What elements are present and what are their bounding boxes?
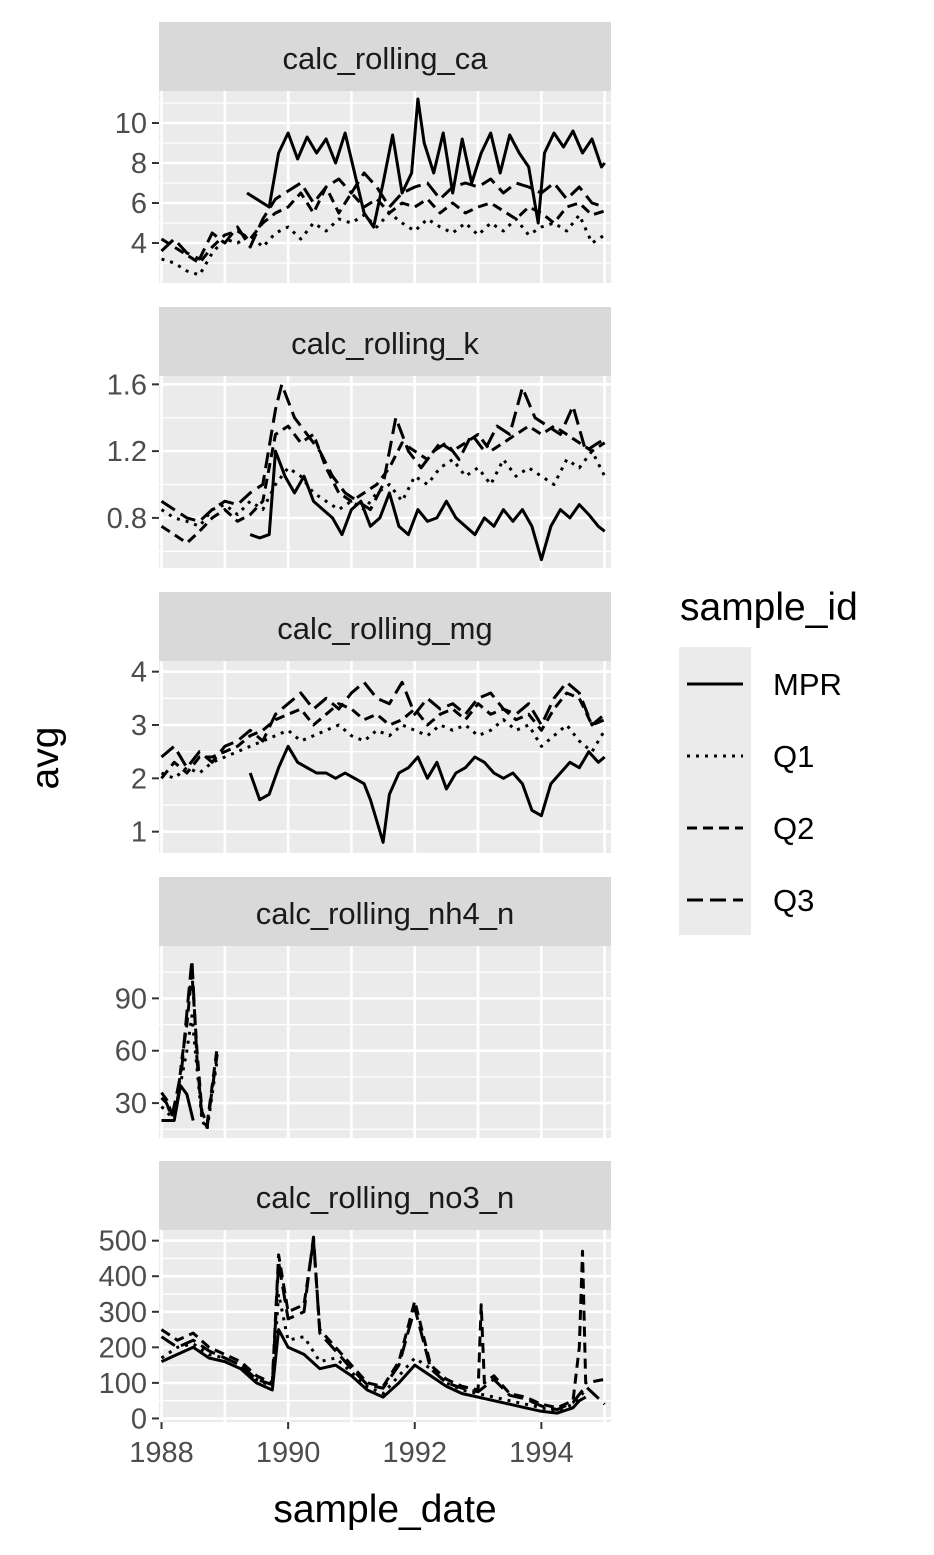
y-tick-label: 1.2: [107, 436, 147, 468]
facet-strip: [159, 592, 611, 661]
y-tick-label: 30: [115, 1088, 147, 1120]
y-tick-label: 4: [131, 657, 147, 689]
facet-strip-label: calc_rolling_k: [291, 326, 479, 361]
y-tick-label: 6: [131, 188, 147, 220]
panel-background: [159, 1230, 611, 1422]
series-line-Q3: [160, 171, 606, 261]
series-line-Q1: [160, 718, 606, 780]
y-tick-label: 8: [131, 148, 147, 180]
series-line-Q3: [160, 958, 219, 1129]
y-axis-title: avg: [24, 727, 67, 790]
legend-title: sample_id: [680, 586, 858, 629]
x-tick-label: 1990: [256, 1437, 321, 1469]
series-line-MPR: [248, 744, 606, 844]
series-line-MPR: [160, 1328, 587, 1415]
y-tick-label: 300: [99, 1297, 147, 1329]
y-tick-label: 2: [131, 763, 147, 795]
x-axis-title: sample_date: [273, 1488, 496, 1531]
facet-panels: calc_rolling_ca46810calc_rolling_k0.81.2…: [99, 22, 611, 1435]
y-tick-label: 1: [131, 817, 147, 849]
y-tick-label: 0.8: [107, 503, 147, 535]
x-axis: 1988 1990 1992 1994: [129, 1422, 574, 1469]
series-line-Q3: [160, 1235, 606, 1412]
facet-strip-label: calc_rolling_ca: [282, 41, 488, 76]
legend-label-Q2: Q2: [773, 811, 814, 846]
y-tick-label: 100: [99, 1368, 147, 1400]
panel-background: [159, 91, 611, 283]
facet-strip-label: calc_rolling_nh4_n: [256, 896, 515, 931]
y-tick-label: 200: [99, 1332, 147, 1364]
y-tick-label: 90: [115, 983, 147, 1015]
facet-panel-calc_rolling_mg: calc_rolling_mg 1 2 3 4: [131, 592, 611, 853]
series-line-Q3: [160, 382, 606, 523]
series-line-Q2: [160, 185, 606, 265]
y-tick-label: 4: [131, 228, 147, 260]
series-line-Q2: [160, 691, 606, 780]
facet-strip-label: calc_rolling_mg: [277, 611, 492, 646]
series-line-Q1: [160, 449, 607, 528]
series-line-Q1: [160, 1014, 219, 1131]
series-line-MPR: [246, 97, 606, 229]
y-tick-label: 400: [99, 1261, 147, 1293]
legend-label-Q3: Q3: [773, 883, 814, 918]
facet-strip-label: calc_rolling_no3_n: [256, 1180, 515, 1215]
x-tick-label: 1988: [129, 1437, 194, 1469]
legend-key-background: [679, 647, 751, 935]
y-tick-label: 1.6: [107, 369, 147, 401]
series-line-Q3: [160, 680, 606, 770]
x-tick-label: 1994: [509, 1437, 574, 1469]
legend: sample_id MPR Q1 Q2 Q3: [679, 586, 858, 935]
facet-strip: [159, 22, 611, 91]
facet-strip: [159, 307, 611, 376]
series-line-Q2: [160, 424, 606, 545]
facet-strip: [159, 1161, 611, 1230]
panel-background: [159, 946, 611, 1138]
x-tick-label: 1992: [382, 1437, 447, 1469]
y-tick-label: 0: [131, 1403, 147, 1435]
series-line-Q2: [160, 1239, 605, 1410]
legend-label-MPR: MPR: [773, 667, 842, 702]
y-tick-label: 60: [115, 1036, 147, 1068]
y-tick-label: 500: [99, 1226, 147, 1258]
facet-panel-calc_rolling_k: calc_rolling_k 0.8 1.2 1.6: [107, 307, 611, 568]
facet-panel-calc_rolling_ca: calc_rolling_ca 4 6 8 10: [115, 22, 611, 283]
y-tick-label: 3: [131, 710, 147, 742]
legend-label-Q1: Q1: [773, 739, 814, 774]
facet-panel-calc_rolling_nh4_n: calc_rolling_nh4_n 30 60 90: [115, 877, 611, 1138]
y-tick-label: 10: [115, 108, 147, 140]
series-line-Q1: [161, 211, 606, 277]
facet-strip: [159, 877, 611, 946]
